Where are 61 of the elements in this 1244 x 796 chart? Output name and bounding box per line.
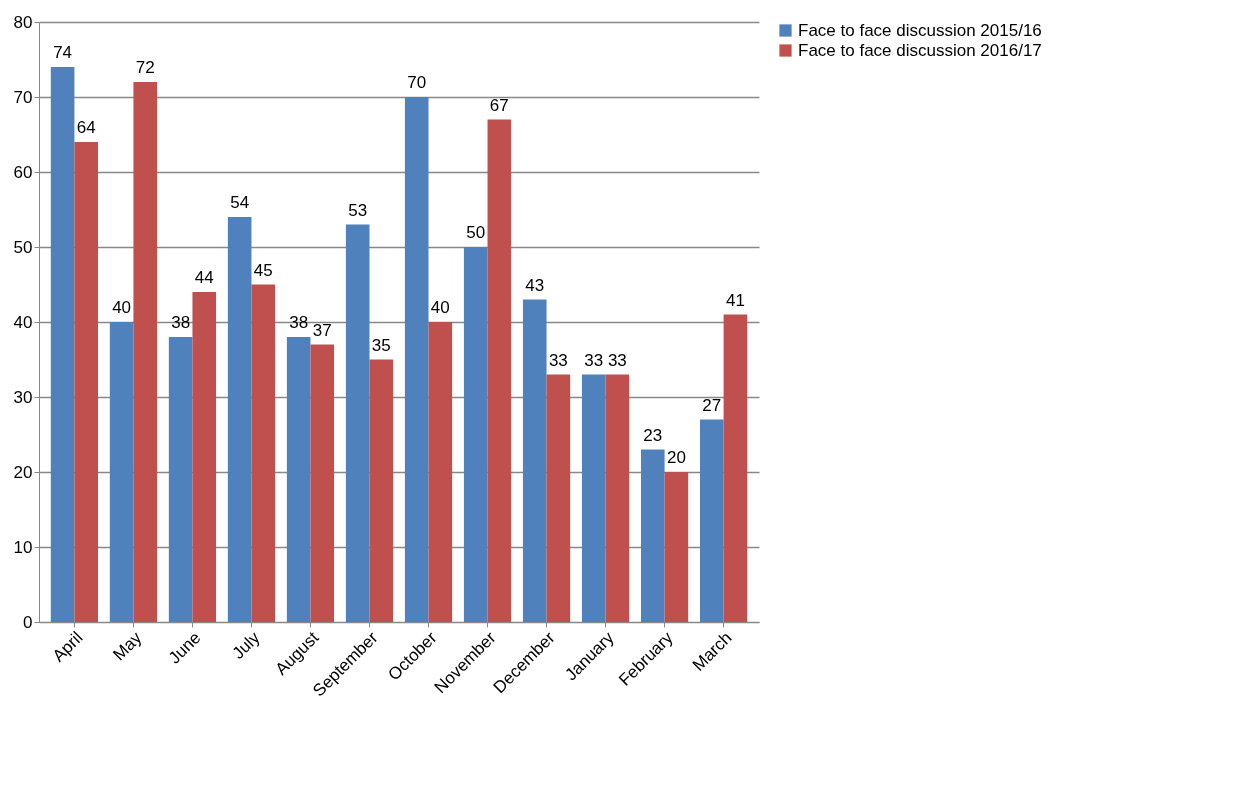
- bar: [345, 224, 370, 622]
- y-tick-label: 40: [13, 312, 33, 332]
- data-label: 67: [489, 95, 509, 115]
- y-tick-label: 50: [13, 237, 33, 257]
- x-tick-label: May: [109, 627, 146, 665]
- data-label: 33: [548, 350, 568, 370]
- data-label: 53: [348, 200, 368, 220]
- data-label: 54: [230, 193, 250, 212]
- bar: [286, 337, 311, 622]
- bar: [522, 299, 547, 622]
- data-label: 37: [312, 320, 332, 340]
- data-label: 38: [171, 313, 191, 332]
- x-tick-label: July: [228, 627, 264, 663]
- legend-label: Face to face discussion 2016/17: [798, 40, 1042, 60]
- data-label: 35: [371, 335, 391, 355]
- bar: [50, 67, 75, 622]
- data-label: 27: [702, 395, 722, 415]
- bar: [109, 322, 134, 622]
- bar: [723, 314, 748, 622]
- data-label: 64: [76, 118, 96, 137]
- data-label: 74: [53, 43, 73, 62]
- data-label: 44: [194, 268, 214, 287]
- data-label: 23: [643, 425, 663, 445]
- bar: [133, 82, 158, 622]
- legend-label: Face to face discussion 2015/16: [798, 20, 1042, 40]
- bar: [581, 374, 606, 622]
- bar: [605, 374, 630, 622]
- bar: [487, 119, 512, 622]
- data-label: 72: [135, 58, 155, 77]
- bar: [463, 247, 488, 622]
- data-label: 40: [430, 298, 450, 317]
- data-label: 33: [584, 350, 604, 370]
- data-label: 43: [525, 275, 545, 295]
- data-label: 38: [289, 313, 309, 332]
- bar: [640, 449, 665, 622]
- y-tick-label: 80: [13, 12, 33, 32]
- data-label: 50: [466, 223, 486, 242]
- bar: [428, 322, 453, 622]
- y-tick-label: 0: [23, 612, 33, 632]
- bar: [251, 284, 276, 622]
- bar: [369, 359, 394, 622]
- bar: [227, 217, 252, 622]
- bar: [310, 344, 335, 622]
- data-label: 20: [666, 448, 686, 467]
- bar: [404, 97, 429, 622]
- bar: [664, 472, 689, 622]
- y-tick-label: 20: [13, 462, 33, 482]
- data-label: 40: [112, 298, 132, 317]
- bar: [192, 292, 217, 622]
- bar: [168, 337, 193, 622]
- y-tick-label: 70: [13, 87, 33, 107]
- y-tick-label: 60: [13, 162, 33, 182]
- bar: [546, 374, 571, 622]
- data-label: 45: [253, 260, 273, 280]
- data-label: 41: [725, 290, 745, 310]
- bar: [699, 419, 724, 622]
- y-tick-label: 30: [13, 387, 33, 407]
- bar: [74, 142, 99, 622]
- data-label: 70: [407, 73, 427, 92]
- data-label: 33: [607, 350, 627, 370]
- y-tick-label: 10: [13, 537, 33, 557]
